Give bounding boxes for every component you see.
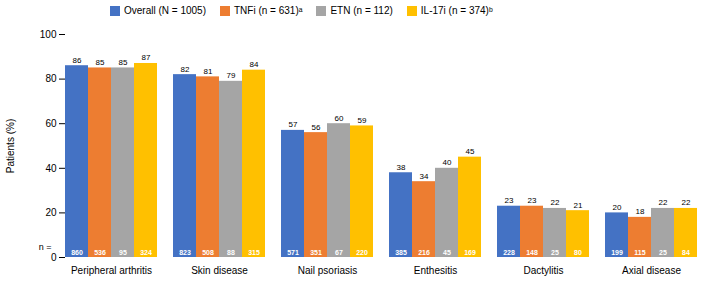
svg-text:Nail psoriasis: Nail psoriasis	[298, 265, 357, 276]
svg-text:87: 87	[142, 53, 151, 62]
svg-text:148: 148	[526, 249, 538, 256]
html-text:TNFi (n = 631)ᵃ: TNFi (n = 631)ᵃ	[234, 5, 303, 16]
svg-text:84: 84	[250, 60, 259, 69]
svg-text:84: 84	[682, 249, 690, 256]
svg-text:536: 536	[94, 249, 106, 256]
svg-text:324: 324	[140, 249, 152, 256]
svg-text:59: 59	[358, 116, 367, 125]
svg-text:860: 860	[71, 249, 83, 256]
svg-text:216: 216	[418, 249, 430, 256]
svg-text:45: 45	[443, 249, 451, 256]
svg-text:79: 79	[227, 71, 236, 80]
svg-text:571: 571	[287, 249, 299, 256]
svg-text:115: 115	[634, 249, 645, 256]
svg-text:85: 85	[119, 58, 128, 67]
html-text:IL-17i (n = 374)ᵇ: IL-17i (n = 374)ᵇ	[420, 5, 493, 16]
svg-text:508: 508	[202, 249, 214, 256]
svg-text:220: 220	[356, 249, 368, 256]
svg-text:45: 45	[466, 147, 475, 156]
svg-text:Dactylitis: Dactylitis	[523, 265, 563, 276]
svg-text:81: 81	[204, 67, 213, 76]
svg-text:385: 385	[395, 249, 407, 256]
svg-text:22: 22	[682, 198, 691, 207]
svg-text:56: 56	[312, 123, 321, 132]
svg-text:25: 25	[659, 249, 667, 256]
svg-text:199: 199	[611, 249, 623, 256]
svg-text:Axial disease: Axial disease	[622, 265, 681, 276]
svg-text:34: 34	[420, 172, 429, 181]
svg-text:315: 315	[248, 249, 260, 256]
svg-text:Enthesitis: Enthesitis	[414, 265, 457, 276]
svg-text:228: 228	[503, 249, 515, 256]
svg-text:Patients (%): Patients (%)	[5, 119, 16, 173]
svg-text:18: 18	[636, 207, 645, 216]
svg-text:57: 57	[289, 120, 298, 129]
svg-text:20: 20	[45, 207, 57, 218]
svg-text:100: 100	[40, 29, 57, 40]
svg-text:21: 21	[574, 201, 583, 210]
svg-text:169: 169	[464, 249, 476, 256]
svg-text:0: 0	[51, 252, 57, 263]
svg-text:80: 80	[45, 73, 57, 84]
svg-text:22: 22	[659, 198, 668, 207]
svg-text:351: 351	[310, 249, 322, 256]
svg-text:Peripheral arthritis: Peripheral arthritis	[71, 265, 152, 276]
svg-text:25: 25	[551, 249, 559, 256]
svg-text:60: 60	[335, 114, 344, 123]
html-text:Overall (N = 1005): Overall (N = 1005)	[124, 5, 206, 16]
svg-text:Skin disease: Skin disease	[191, 265, 248, 276]
svg-text:22: 22	[551, 198, 560, 207]
svg-text:95: 95	[119, 249, 127, 256]
svg-text:60: 60	[45, 118, 57, 129]
svg-text:20: 20	[613, 203, 622, 212]
svg-text:823: 823	[179, 249, 191, 256]
svg-text:40: 40	[45, 163, 57, 174]
svg-text:85: 85	[96, 58, 105, 67]
svg-text:38: 38	[397, 163, 406, 172]
svg-text:n =: n =	[39, 242, 52, 252]
svg-text:88: 88	[227, 249, 235, 256]
svg-text:23: 23	[505, 196, 514, 205]
svg-text:80: 80	[574, 249, 582, 256]
svg-text:23: 23	[528, 196, 537, 205]
svg-text:82: 82	[181, 65, 190, 74]
svg-text:86: 86	[73, 56, 82, 65]
svg-text:67: 67	[335, 249, 343, 256]
svg-text:40: 40	[443, 158, 452, 167]
html-text:ETN (n = 112): ETN (n = 112)	[330, 5, 393, 16]
